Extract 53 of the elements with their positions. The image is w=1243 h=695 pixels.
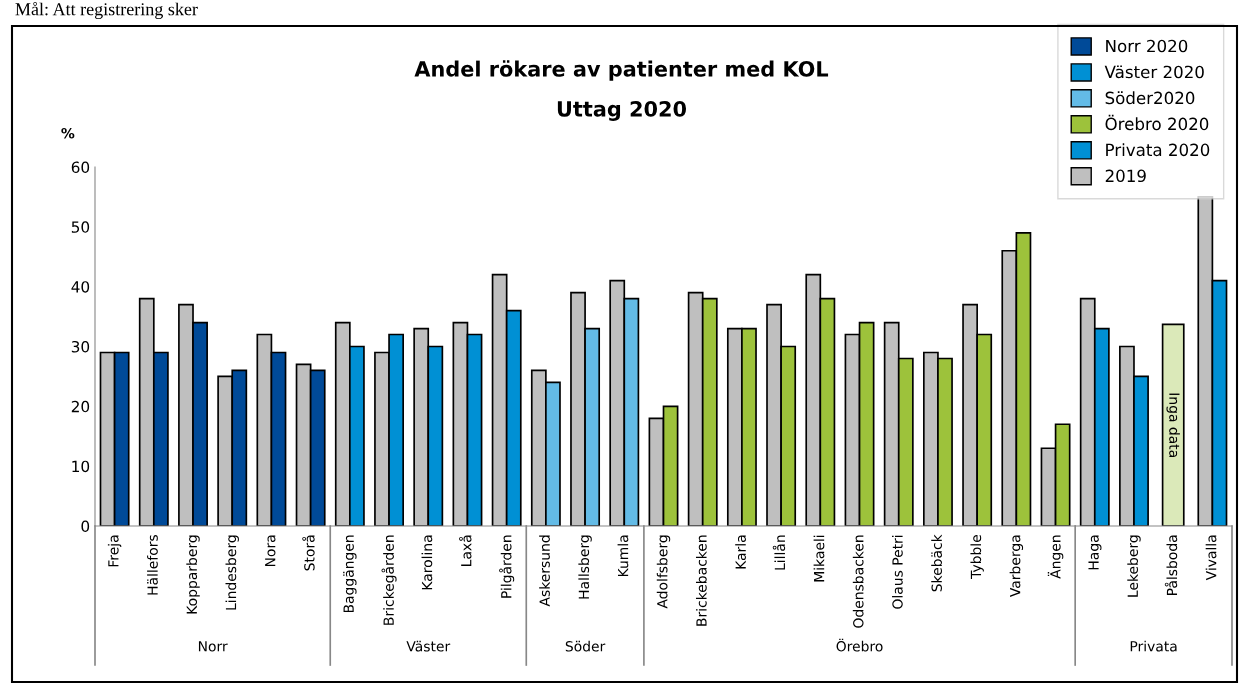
- x-tick-label: Pålsboda: [1164, 535, 1178, 595]
- text: Örebro: [836, 638, 883, 652]
- text: Mål: Att registrering sker: [15, 2, 198, 20]
- y-tick-label: 50: [71, 221, 90, 233]
- legend-label: Privata 2020: [1106, 143, 1210, 157]
- text: Norr: [198, 641, 228, 652]
- text: Privata: [1130, 640, 1177, 652]
- x-tick-label: Varberga: [1009, 535, 1024, 598]
- x-tick-label: Pilgården: [499, 535, 515, 598]
- x-tick-label: Odensbacken: [852, 535, 864, 628]
- x-tick-label: Tybble: [970, 535, 984, 579]
- x-tick-label: Brickebacken: [695, 535, 707, 626]
- annotation: Inga data: [1166, 393, 1180, 457]
- x-tick-label: Ängen: [1047, 535, 1064, 579]
- x-tick-label: Brickegården: [381, 535, 397, 625]
- y-tick-label: 40: [71, 281, 90, 293]
- x-tick-label: Mikaeli: [813, 535, 825, 582]
- y-tick-label: 20: [71, 400, 90, 413]
- x-tick-label: Nora: [265, 535, 276, 567]
- legend-label: Örebro 2020: [1105, 114, 1209, 131]
- bar: [1161, 323, 1185, 526]
- x-tick-label: Vivalla: [1205, 535, 1217, 581]
- x-tick-label: Kumla: [617, 535, 629, 577]
- x-tick-label: Kopparberg: [186, 535, 200, 614]
- chart-title: Andel rökare av patienter med KOL: [414, 60, 829, 81]
- x-tick-label: Karolina: [421, 535, 433, 590]
- legend-label: Väster 2020: [1104, 65, 1204, 79]
- x-tick-label: Laxå: [459, 535, 472, 566]
- text: Väster: [406, 640, 451, 652]
- legend-label: Söder2020: [1105, 91, 1195, 105]
- x-tick-label: Haga: [1088, 535, 1102, 570]
- legend-label: 2019: [1105, 169, 1146, 183]
- x-tick-label: Lillån: [772, 535, 786, 570]
- x-tick-label: Hällefors: [147, 535, 158, 595]
- x-tick-label: Hallsberg: [578, 535, 592, 599]
- y-tick-label: 30: [71, 340, 90, 353]
- y-tick-label: 60: [71, 161, 90, 174]
- chart-subtitle: Uttag 2020: [557, 100, 687, 121]
- x-tick-label: Freja: [107, 535, 122, 567]
- x-tick-label: Baggängen: [343, 535, 357, 613]
- text: Söder: [565, 640, 606, 652]
- legend-label: Norr 2020: [1106, 39, 1188, 53]
- x-tick-label: Olaus Petri: [892, 535, 903, 609]
- x-tick-label: Lindesberg: [225, 535, 239, 610]
- x-tick-label: Karla: [735, 535, 746, 569]
- x-tick-label: Adolfsberg: [656, 535, 671, 609]
- x-tick-label: Skebäck: [931, 534, 942, 592]
- y-tick-label: 10: [72, 460, 90, 473]
- y-tick-label: 0: [81, 520, 90, 533]
- x-tick-label: Askersund: [539, 535, 550, 607]
- x-tick-label: Storå: [302, 535, 315, 571]
- x-tick-label: Lekeberg: [1127, 535, 1141, 597]
- y-axis-title: %: [61, 127, 75, 139]
